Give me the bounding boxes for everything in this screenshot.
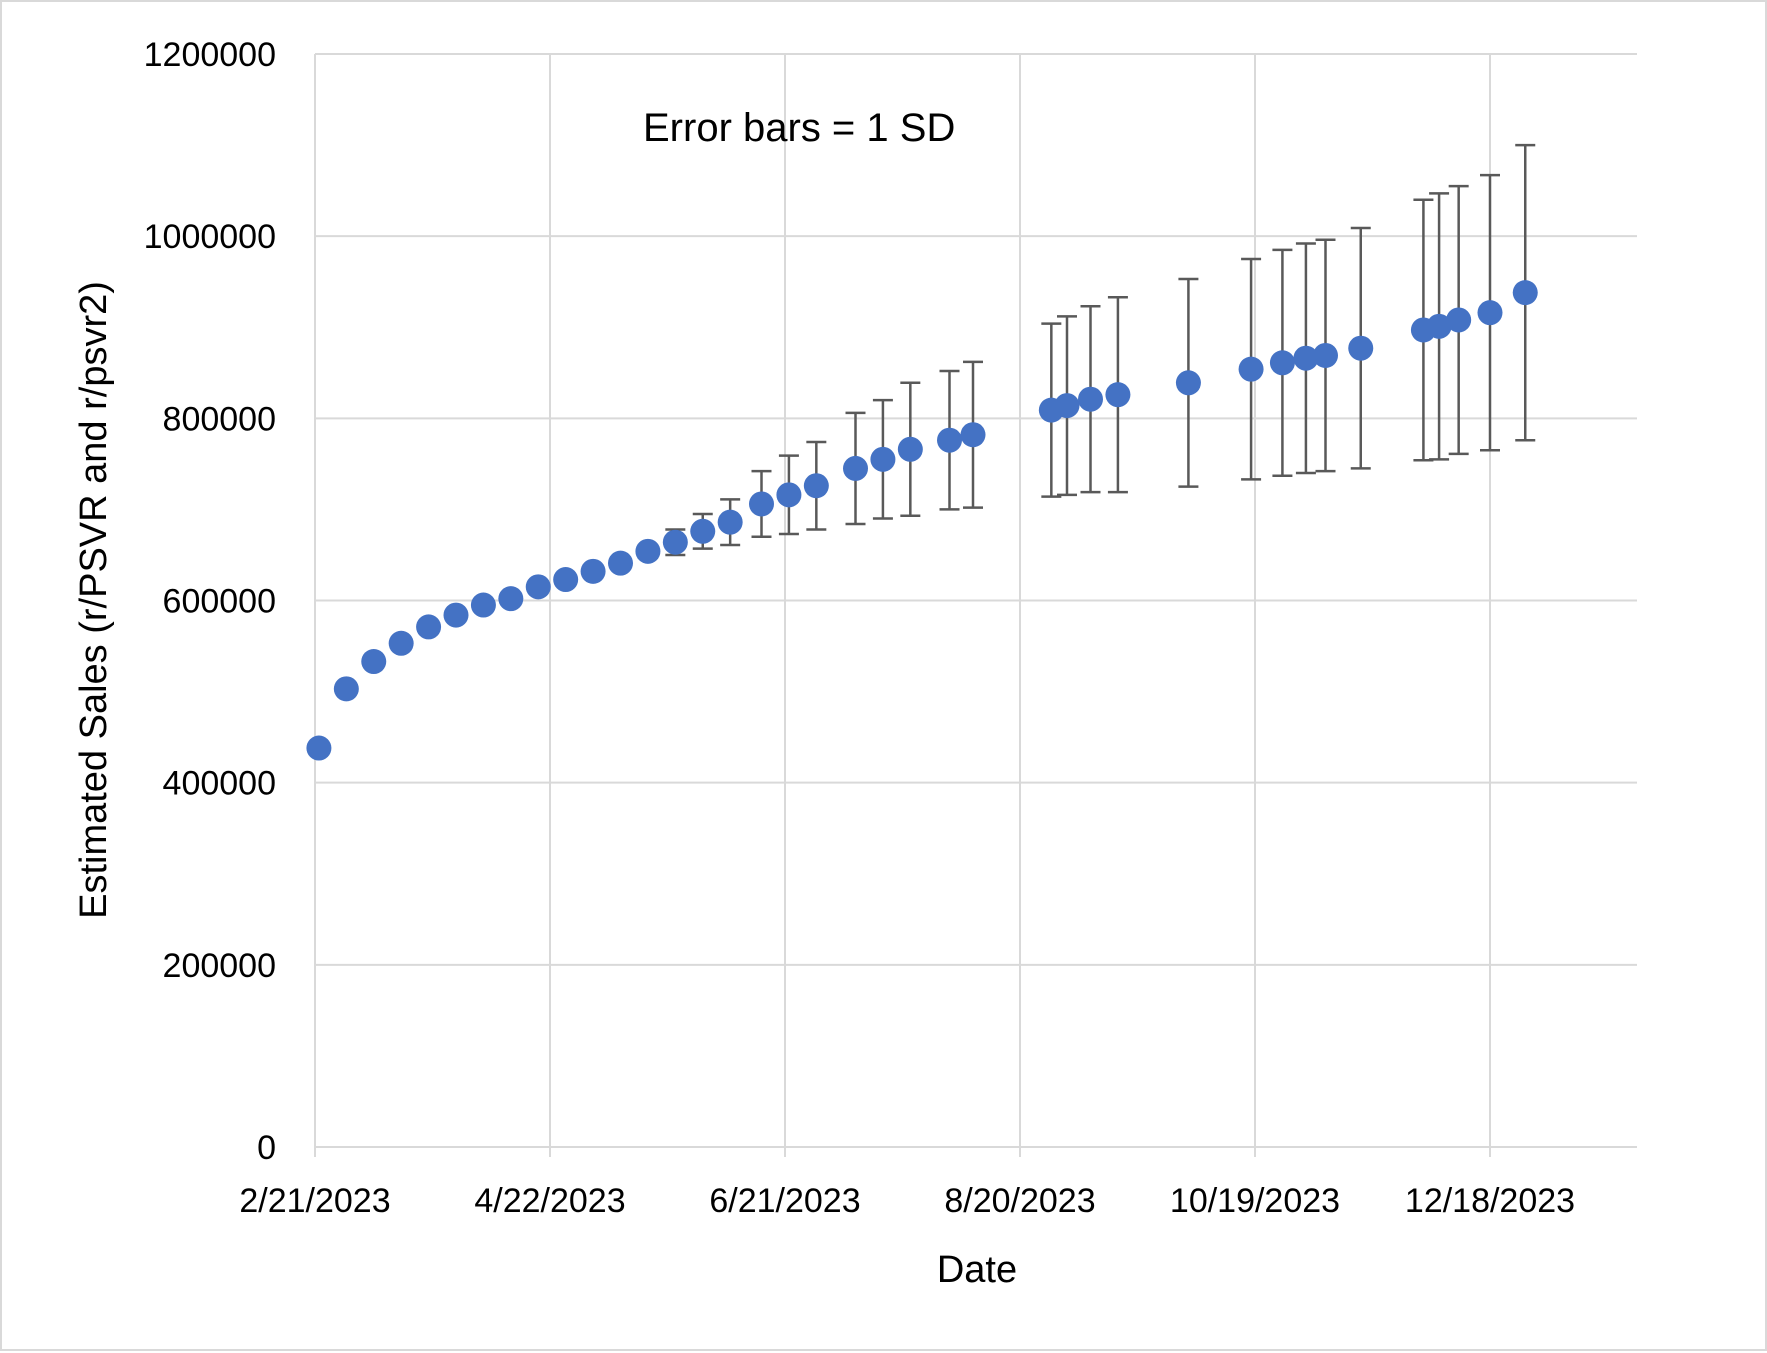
data-point (662, 529, 688, 555)
data-point (717, 509, 743, 535)
data-point (580, 558, 606, 584)
data-point (1426, 313, 1452, 339)
data-point (843, 455, 868, 481)
data-point (776, 482, 802, 508)
y-tick-labels: 0 200000 400000 600000 800000 1000000 1200000 (144, 36, 276, 1167)
data-point (1175, 370, 1201, 396)
data-markers (306, 280, 1538, 761)
data-point (525, 574, 551, 600)
y-tick-label: 600000 (163, 583, 276, 621)
data-point (1293, 345, 1319, 371)
y-tick-label: 0 (257, 1129, 276, 1167)
data-point (1313, 342, 1338, 368)
annotation: Error bars = 1 SD (643, 106, 955, 150)
x-tick-label: 6/21/2023 (709, 1182, 860, 1220)
y-tick-label: 200000 (163, 947, 276, 985)
data-point (635, 538, 661, 564)
data-point (937, 427, 962, 453)
data-point (1512, 280, 1538, 306)
data-point (333, 676, 359, 702)
axes (314, 54, 1637, 1157)
data-point (1078, 386, 1103, 412)
data-point (1269, 350, 1295, 376)
data-point (608, 550, 633, 576)
y-axis-title: Estimated Sales (r/PSVR and r/psvr2) (73, 281, 115, 919)
data-point (1348, 335, 1374, 361)
x-tick-label: 4/22/2023 (474, 1182, 625, 1220)
data-point (1238, 356, 1264, 382)
data-point (416, 614, 442, 640)
x-tick-label: 12/18/2023 (1405, 1182, 1575, 1220)
data-point (443, 602, 469, 628)
data-point (498, 586, 524, 612)
data-point (960, 422, 986, 448)
data-point (553, 567, 579, 593)
data-point (870, 446, 896, 472)
data-point (749, 491, 774, 517)
x-tick-label: 10/19/2023 (1170, 1182, 1340, 1220)
y-tick-label: 1000000 (144, 218, 276, 256)
error-bars (637, 143, 1536, 559)
x-tick-label: 2/21/2023 (239, 1182, 390, 1220)
x-tick-label: 8/20/2023 (944, 1182, 1095, 1220)
y-tick-label: 800000 (163, 400, 276, 438)
y-tick-label: 400000 (163, 765, 276, 803)
data-point (1446, 307, 1472, 333)
data-point (388, 630, 414, 656)
data-point (306, 735, 332, 761)
data-point (1477, 300, 1503, 326)
x-axis-title: Date (937, 1249, 1017, 1291)
data-point (470, 592, 496, 618)
x-tick-labels: 2/21/2023 4/22/2023 6/21/2023 8/20/2023 10/1… (239, 1182, 1575, 1220)
data-point (897, 436, 923, 462)
data-point (1054, 393, 1080, 419)
y-tick-label: 1200000 (144, 36, 276, 74)
data-point (1105, 382, 1131, 408)
data-point (361, 649, 387, 675)
data-point (803, 473, 829, 499)
data-point (690, 518, 716, 544)
